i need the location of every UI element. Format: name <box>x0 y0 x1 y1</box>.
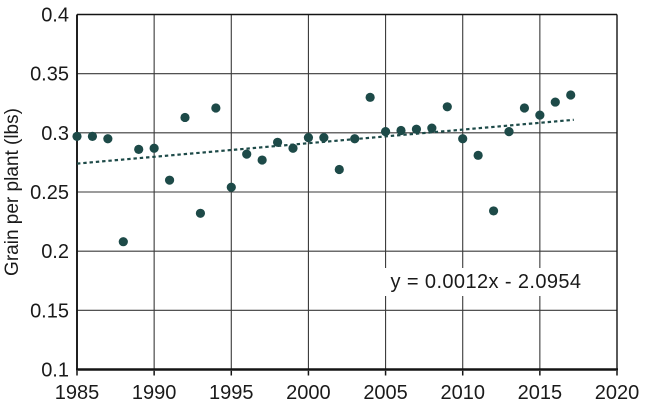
x-tick-label: 1985 <box>55 382 100 404</box>
data-point <box>72 131 82 141</box>
x-tick-label: 2005 <box>363 382 408 404</box>
data-point <box>519 103 530 113</box>
equation-label: y = 0.0012x - 2.0954 <box>391 271 582 293</box>
equation-label-background <box>382 268 590 296</box>
data-point <box>566 90 576 100</box>
data-point <box>257 155 267 165</box>
data-point <box>504 127 514 137</box>
data-point <box>411 124 422 134</box>
y-tick-label: 0.15 <box>30 300 69 322</box>
data-point <box>550 97 560 107</box>
data-point <box>103 134 113 144</box>
x-tick-label: 2020 <box>595 382 640 404</box>
data-point <box>118 237 128 247</box>
data-point <box>473 150 483 160</box>
data-point <box>442 102 452 112</box>
data-point <box>488 206 499 216</box>
x-tick-label: 2015 <box>518 382 563 404</box>
x-tick-label: 2000 <box>286 382 331 404</box>
data-point <box>195 208 206 218</box>
data-point <box>396 125 406 136</box>
x-tick-label: 2010 <box>440 382 485 404</box>
y-tick-label: 0.25 <box>30 182 69 204</box>
data-point <box>164 175 175 185</box>
data-point <box>134 144 144 154</box>
data-point <box>288 143 298 153</box>
data-point <box>87 131 98 141</box>
y-tick-label: 0.4 <box>41 5 69 27</box>
data-point <box>427 123 437 133</box>
data-point <box>303 132 314 143</box>
y-tick-label: 0.35 <box>30 64 69 86</box>
data-point <box>226 182 236 192</box>
data-point <box>319 132 329 143</box>
x-tick-label: 1995 <box>209 382 254 404</box>
data-point <box>149 143 159 153</box>
data-point <box>535 110 545 120</box>
data-point <box>272 137 283 147</box>
data-point <box>365 92 375 102</box>
y-axis-title: Grain per plant (lbs) <box>2 108 23 276</box>
trendline <box>76 118 574 165</box>
data-point <box>458 134 468 144</box>
data-point <box>380 127 391 137</box>
y-tick-label: 0.3 <box>41 123 69 145</box>
data-point <box>350 134 360 144</box>
data-point <box>334 164 344 175</box>
data-point <box>242 149 252 159</box>
y-tick-label: 0.1 <box>41 360 69 382</box>
y-tick-label: 0.2 <box>41 241 69 263</box>
x-tick-label: 1990 <box>132 382 177 404</box>
data-point <box>180 112 190 123</box>
data-point <box>211 103 221 113</box>
